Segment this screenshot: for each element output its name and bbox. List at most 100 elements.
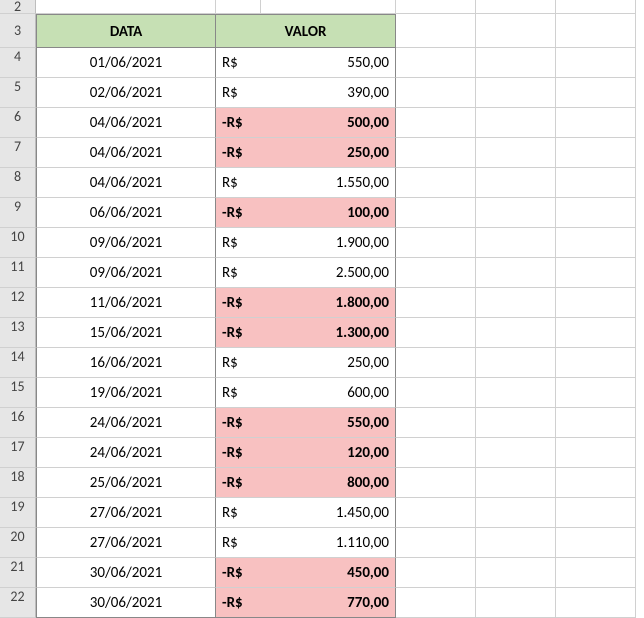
row-header[interactable]: 5 bbox=[0, 78, 36, 108]
cell-date[interactable]: 19/06/2021 bbox=[36, 378, 216, 408]
cell-empty[interactable] bbox=[396, 108, 476, 138]
row-header[interactable]: 18 bbox=[0, 468, 36, 498]
cell-empty[interactable] bbox=[556, 78, 636, 108]
cell-empty[interactable] bbox=[396, 438, 476, 468]
cell-empty[interactable] bbox=[476, 498, 556, 528]
row-header[interactable]: 10 bbox=[0, 228, 36, 258]
row-header[interactable]: 16 bbox=[0, 408, 36, 438]
cell-empty[interactable] bbox=[476, 378, 556, 408]
column-header-valor-left[interactable] bbox=[216, 14, 261, 48]
cell-empty[interactable] bbox=[556, 258, 636, 288]
row-header[interactable]: 15 bbox=[0, 378, 36, 408]
cell-empty[interactable] bbox=[396, 528, 476, 558]
cell-amount[interactable]: 500,00 bbox=[261, 108, 396, 138]
row-header[interactable]: 4 bbox=[0, 48, 36, 78]
cell-amount[interactable]: 1.450,00 bbox=[261, 498, 396, 528]
cell-currency[interactable]: -R$ bbox=[216, 318, 261, 348]
cell-amount[interactable]: 1.900,00 bbox=[261, 228, 396, 258]
row-header[interactable]: 2 bbox=[0, 0, 36, 14]
cell-empty[interactable] bbox=[556, 498, 636, 528]
cell-empty[interactable] bbox=[396, 408, 476, 438]
cell-currency[interactable]: R$ bbox=[216, 48, 261, 78]
row-header[interactable]: 12 bbox=[0, 288, 36, 318]
column-header-data[interactable]: DATA bbox=[36, 14, 216, 48]
cell-amount[interactable]: 390,00 bbox=[261, 78, 396, 108]
cell-date[interactable]: 27/06/2021 bbox=[36, 528, 216, 558]
cell-currency[interactable]: -R$ bbox=[216, 468, 261, 498]
cell-empty[interactable] bbox=[556, 108, 636, 138]
cell-currency[interactable]: -R$ bbox=[216, 438, 261, 468]
cell-empty[interactable] bbox=[36, 0, 216, 14]
cell-empty[interactable] bbox=[556, 48, 636, 78]
cell-amount[interactable]: 2.500,00 bbox=[261, 258, 396, 288]
cell-amount[interactable]: 250,00 bbox=[261, 348, 396, 378]
cell-amount[interactable]: 450,00 bbox=[261, 558, 396, 588]
cell-empty[interactable] bbox=[476, 14, 556, 48]
cell-date[interactable]: 27/06/2021 bbox=[36, 498, 216, 528]
cell-empty[interactable] bbox=[476, 528, 556, 558]
cell-date[interactable]: 06/06/2021 bbox=[36, 198, 216, 228]
cell-empty[interactable] bbox=[396, 228, 476, 258]
cell-empty[interactable] bbox=[556, 348, 636, 378]
cell-currency[interactable]: -R$ bbox=[216, 288, 261, 318]
cell-empty[interactable] bbox=[396, 558, 476, 588]
cell-date[interactable]: 16/06/2021 bbox=[36, 348, 216, 378]
row-header[interactable]: 13 bbox=[0, 318, 36, 348]
cell-empty[interactable] bbox=[396, 258, 476, 288]
cell-empty[interactable] bbox=[476, 558, 556, 588]
cell-empty[interactable] bbox=[396, 378, 476, 408]
cell-amount[interactable]: 550,00 bbox=[261, 408, 396, 438]
cell-empty[interactable] bbox=[556, 468, 636, 498]
cell-date[interactable]: 04/06/2021 bbox=[36, 108, 216, 138]
column-header-valor[interactable]: VALOR bbox=[261, 14, 396, 48]
cell-currency[interactable]: R$ bbox=[216, 168, 261, 198]
cell-empty[interactable] bbox=[396, 48, 476, 78]
cell-empty[interactable] bbox=[476, 78, 556, 108]
cell-empty[interactable] bbox=[396, 138, 476, 168]
cell-currency[interactable]: -R$ bbox=[216, 558, 261, 588]
cell-empty[interactable] bbox=[476, 0, 556, 14]
cell-amount[interactable]: 1.300,00 bbox=[261, 318, 396, 348]
cell-empty[interactable] bbox=[556, 138, 636, 168]
cell-empty[interactable] bbox=[556, 378, 636, 408]
cell-empty[interactable] bbox=[476, 318, 556, 348]
row-header[interactable]: 21 bbox=[0, 558, 36, 588]
cell-empty[interactable] bbox=[556, 438, 636, 468]
row-header[interactable]: 14 bbox=[0, 348, 36, 378]
cell-amount[interactable]: 600,00 bbox=[261, 378, 396, 408]
cell-currency[interactable]: -R$ bbox=[216, 108, 261, 138]
row-header[interactable]: 9 bbox=[0, 198, 36, 228]
cell-empty[interactable] bbox=[396, 348, 476, 378]
cell-empty[interactable] bbox=[396, 0, 476, 14]
cell-amount[interactable]: 550,00 bbox=[261, 48, 396, 78]
cell-currency[interactable]: R$ bbox=[216, 378, 261, 408]
row-header[interactable]: 8 bbox=[0, 168, 36, 198]
cell-date[interactable]: 30/06/2021 bbox=[36, 558, 216, 588]
cell-amount[interactable]: 800,00 bbox=[261, 468, 396, 498]
cell-empty[interactable] bbox=[396, 468, 476, 498]
cell-currency[interactable]: R$ bbox=[216, 78, 261, 108]
spreadsheet-grid[interactable]: 23DATAVALOR401/06/2021R$550,00502/06/202… bbox=[0, 0, 644, 618]
row-header[interactable]: 11 bbox=[0, 258, 36, 288]
cell-empty[interactable] bbox=[476, 198, 556, 228]
cell-date[interactable]: 25/06/2021 bbox=[36, 468, 216, 498]
cell-empty[interactable] bbox=[556, 228, 636, 258]
cell-empty[interactable] bbox=[476, 438, 556, 468]
cell-amount[interactable]: 1.550,00 bbox=[261, 168, 396, 198]
cell-empty[interactable] bbox=[476, 348, 556, 378]
cell-empty[interactable] bbox=[261, 0, 396, 14]
cell-currency[interactable]: R$ bbox=[216, 228, 261, 258]
cell-empty[interactable] bbox=[556, 318, 636, 348]
cell-empty[interactable] bbox=[556, 528, 636, 558]
cell-currency[interactable]: R$ bbox=[216, 498, 261, 528]
cell-amount[interactable]: 250,00 bbox=[261, 138, 396, 168]
cell-date[interactable]: 09/06/2021 bbox=[36, 258, 216, 288]
cell-date[interactable]: 09/06/2021 bbox=[36, 228, 216, 258]
cell-date[interactable]: 15/06/2021 bbox=[36, 318, 216, 348]
cell-date[interactable]: 04/06/2021 bbox=[36, 138, 216, 168]
cell-amount[interactable]: 120,00 bbox=[261, 438, 396, 468]
cell-empty[interactable] bbox=[556, 288, 636, 318]
row-header[interactable]: 7 bbox=[0, 138, 36, 168]
cell-empty[interactable] bbox=[396, 198, 476, 228]
cell-date[interactable]: 11/06/2021 bbox=[36, 288, 216, 318]
